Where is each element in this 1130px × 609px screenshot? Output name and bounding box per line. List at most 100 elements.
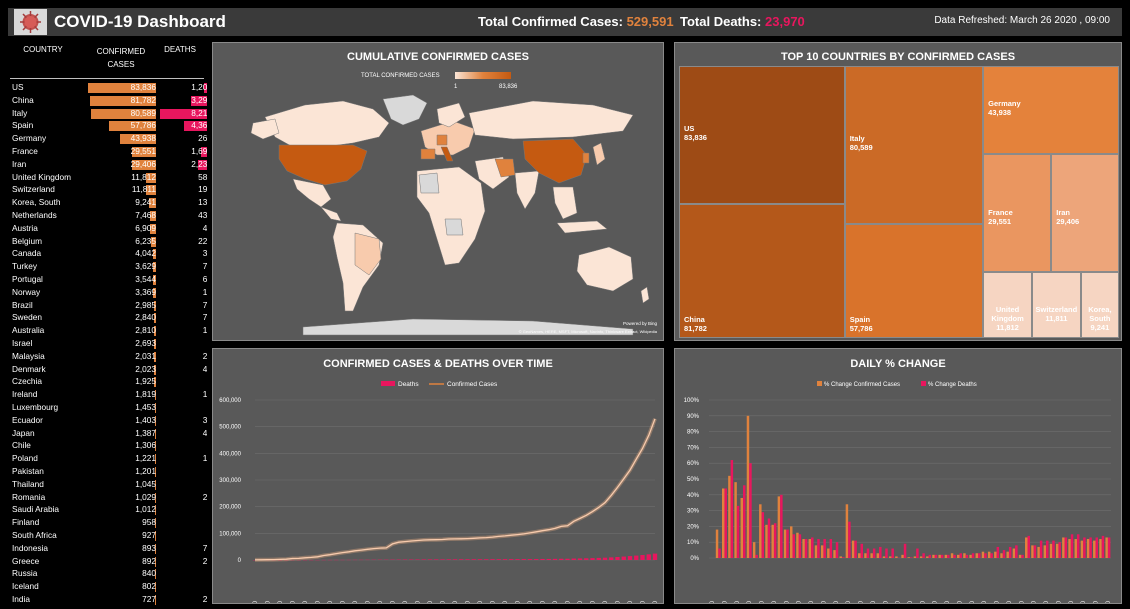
x-tick-label: 1/24/2020	[266, 600, 272, 603]
x-tick-label: 3/22/2020	[1081, 600, 1087, 603]
x-tick-label: 2/23/2020	[908, 600, 914, 603]
country-name: Spain	[12, 120, 34, 131]
legend-pct-confirmed-swatch	[817, 381, 822, 386]
x-tick-label: 2/19/2020	[428, 600, 434, 603]
table-row: Denmark 2,023 41	[10, 363, 207, 376]
deaths-value: 3	[160, 503, 207, 516]
country-name: China	[12, 94, 34, 105]
deaths-value: 220	[198, 235, 207, 246]
pct-deaths-bar	[984, 553, 987, 558]
country-name: Chile	[12, 440, 31, 451]
pct-confirmed-bar	[1000, 553, 1003, 558]
country-name: Czechia	[12, 376, 42, 387]
confirmed-value: 11,812	[131, 171, 156, 182]
deaths-value: 8,215	[191, 107, 207, 118]
pct-confirmed-bar	[1043, 545, 1047, 558]
confirmed-value: 927	[142, 530, 156, 540]
confirmed-bar	[153, 313, 156, 324]
pct-deaths-bar	[1058, 542, 1061, 558]
confirmed-value: 57,786	[130, 120, 156, 131]
map-region-us	[278, 144, 368, 186]
treemap-cell: Iran 29,406	[1051, 154, 1119, 273]
country-name: France	[12, 146, 38, 156]
table-row: France 29,551 1,698	[10, 145, 207, 158]
confirmed-value: 6,235	[135, 235, 156, 246]
confirmed-bar	[155, 582, 156, 593]
y-tick-label: 300,000	[219, 478, 241, 484]
deaths-value: 34	[202, 414, 207, 425]
pct-deaths-bar	[1002, 550, 1006, 558]
map-region-spain	[420, 148, 436, 160]
confirmed-column-header: CONFIRMED CASES	[96, 47, 146, 69]
deaths-bar	[509, 559, 514, 560]
pct-deaths-bar	[811, 537, 814, 558]
deaths-bar	[459, 559, 464, 560]
country-name: Brazil	[12, 299, 33, 310]
confirmed-bar	[154, 351, 156, 362]
legend-pct-deaths-label: % Change Deaths	[928, 382, 977, 388]
confirmed-bar	[155, 518, 156, 529]
pct-confirmed-bar	[957, 554, 960, 558]
confirmed-value: 1,306	[135, 440, 156, 451]
confirmed-bar	[90, 108, 156, 119]
confirmed-value: 958	[142, 517, 156, 528]
pct-confirmed-bar	[938, 554, 941, 558]
country-name: Italy	[12, 107, 28, 118]
treemap-country-label: China	[684, 314, 705, 324]
confirmed-bar	[153, 262, 156, 273]
confirmed-value: 1,029	[135, 491, 156, 502]
deaths-value: 38	[202, 248, 207, 259]
deaths-bar	[197, 159, 207, 170]
deaths-value: 9	[160, 375, 207, 388]
y-tick-label: 80%	[687, 430, 700, 436]
pct-deaths-bar	[1083, 537, 1086, 558]
table-row: Poland 1,221 16	[10, 452, 207, 465]
confirmed-bar	[155, 569, 156, 580]
deaths-bar	[515, 559, 520, 560]
pct-confirmed-bar	[845, 504, 849, 558]
y-tick-label: 70%	[687, 445, 700, 451]
pct-confirmed-bar	[950, 553, 954, 558]
deaths-bar	[527, 559, 533, 560]
treemap-country-label: Germany	[988, 99, 1021, 109]
pct-deaths-bar	[767, 518, 771, 558]
pct-confirmed-bar	[907, 557, 910, 558]
pct-confirmed-bar	[876, 553, 880, 558]
x-tick-label: 2/11/2020	[834, 600, 840, 603]
deaths-bar	[646, 554, 651, 560]
map-region-australia	[576, 246, 634, 292]
x-tick-label: 2/1/2020	[772, 600, 778, 603]
confirmed-bar	[154, 377, 156, 388]
country-name: Germany	[12, 133, 47, 144]
deaths-value: 2,234	[191, 158, 207, 169]
map-legend-max: 83,836	[499, 84, 518, 90]
treemap-value-label: 9,241	[1090, 323, 1110, 333]
pct-confirmed-bar	[734, 482, 737, 558]
x-tick-label: 1/22/2020	[253, 600, 259, 603]
confirmed-bar	[153, 339, 156, 349]
pct-confirmed-bar	[1049, 543, 1053, 558]
confirmed-value: 2,985	[135, 299, 156, 310]
confirmed-bar	[132, 147, 156, 157]
pct-confirmed-bar	[740, 497, 744, 558]
confirmed-bar	[148, 198, 156, 209]
deaths-value: 60	[202, 274, 207, 284]
map-region-antarctica	[302, 318, 634, 336]
confirmed-value: 3,369	[135, 286, 156, 297]
confirmed-value: 727	[142, 594, 156, 604]
pct-confirmed-bar	[1025, 537, 1028, 558]
deaths-value: -	[160, 529, 207, 542]
table-row: Luxembourg 1,453 9	[10, 401, 206, 414]
pct-deaths-bar	[755, 554, 758, 558]
confirmed-value: 1,387	[135, 427, 156, 438]
x-tick-label: 2/9/2020	[821, 600, 827, 603]
pct-confirmed-bar	[895, 556, 898, 558]
table-row: Netherlands 7,468 435	[10, 209, 207, 222]
pct-deaths-bar	[959, 553, 962, 558]
deaths-bar	[471, 559, 476, 560]
pct-confirmed-bar	[728, 475, 731, 558]
table-row: Malaysia 2,031 23	[10, 350, 207, 363]
x-tick-label: 3/14/2020	[1032, 600, 1038, 603]
pct-confirmed-bar	[963, 553, 966, 558]
deaths-value: 3,291	[191, 94, 207, 105]
